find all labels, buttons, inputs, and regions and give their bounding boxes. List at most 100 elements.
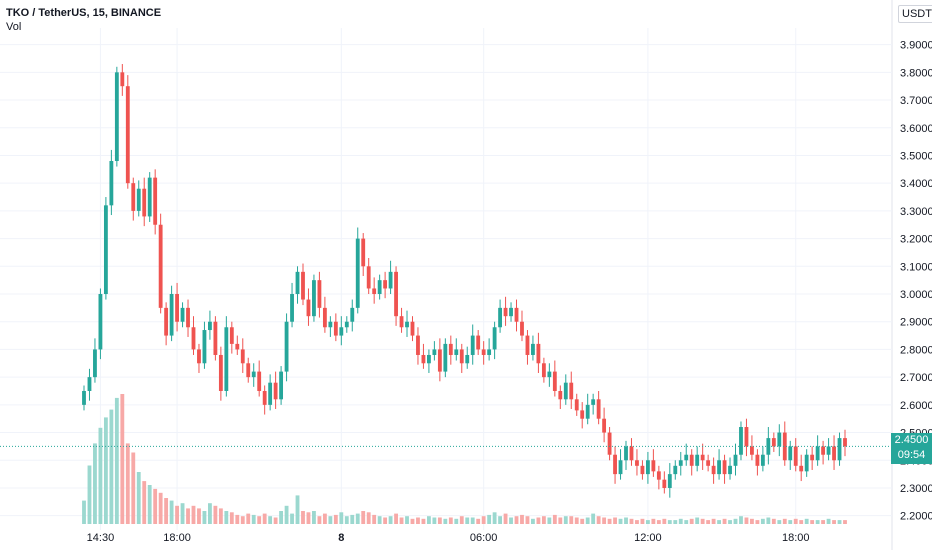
volume-bar: [399, 517, 404, 524]
volume-bar: [268, 516, 273, 524]
volume-bar: [700, 518, 705, 524]
volume-bar: [103, 417, 108, 524]
volume-bar: [832, 520, 836, 524]
candle-body: [492, 327, 497, 350]
candle-body: [344, 321, 349, 328]
candle-body: [470, 335, 475, 355]
price-tick-label: 3.5000: [900, 150, 932, 162]
volume-bar: [366, 512, 371, 524]
candle-body: [569, 382, 574, 400]
candle-body: [366, 266, 371, 289]
volume-bar: [147, 485, 152, 524]
candle-body: [437, 349, 442, 372]
volume-bar: [246, 513, 251, 524]
price-tick-label: 3.2000: [900, 234, 932, 246]
candle-body: [208, 321, 212, 331]
candle-body: [541, 363, 546, 378]
volume-bar: [788, 520, 793, 524]
price-tick-label: 2.7000: [900, 372, 932, 384]
candle-body: [509, 307, 513, 317]
volume-bar: [728, 520, 732, 524]
candle-body: [684, 454, 689, 461]
volume-bar: [492, 512, 497, 524]
currency-unit-label[interactable]: USDT: [898, 5, 932, 23]
price-tick-label: 3.1000: [900, 261, 932, 273]
candle-body: [443, 343, 448, 372]
candle-body: [416, 335, 420, 355]
volume-bar: [541, 516, 546, 524]
candlesticks: [82, 64, 847, 498]
volume-bar: [350, 514, 355, 524]
volume-bar: [279, 511, 284, 524]
volume-bar: [826, 518, 831, 524]
price-tick-label: 3.6000: [900, 123, 932, 135]
volume-bar: [235, 514, 240, 524]
candle-body: [552, 371, 557, 391]
volume-bar: [596, 516, 601, 524]
candle-body: [191, 327, 196, 350]
candle-body: [585, 404, 590, 419]
volume-bar: [317, 516, 322, 524]
candle-body: [218, 354, 223, 391]
volume-bar: [372, 514, 377, 524]
candle-body: [744, 427, 749, 447]
volume-bar: [602, 517, 607, 524]
candle-body: [793, 446, 798, 466]
volume-bar: [82, 500, 86, 524]
volume-bar: [804, 518, 809, 524]
volume-bar: [618, 518, 623, 524]
candle-body: [635, 460, 639, 466]
volume-bar: [251, 514, 256, 524]
volume-bar: [169, 500, 174, 524]
volume-bar: [470, 517, 475, 524]
candle-body: [153, 177, 158, 225]
candle-body: [454, 349, 459, 355]
volume-bar: [339, 512, 344, 524]
candle-body: [706, 460, 711, 466]
volume-bar: [684, 520, 689, 524]
volume-bar: [229, 512, 234, 524]
volume-bar: [739, 516, 743, 524]
candle-body: [678, 460, 683, 466]
time-tick-label: 8: [338, 532, 344, 544]
time-tick-label: 14:30: [87, 532, 115, 544]
candle-body: [804, 454, 809, 472]
volume-bar: [328, 516, 333, 524]
candle-body: [459, 349, 464, 364]
volume-bar: [843, 520, 847, 524]
candle-body: [574, 399, 579, 411]
candle-body: [788, 446, 793, 461]
time-tick-label: 06:00: [470, 532, 498, 544]
candle-body: [426, 354, 431, 364]
volume-bar: [760, 518, 765, 524]
price-tick-label: 2.6000: [900, 400, 932, 412]
candle-body: [93, 349, 97, 378]
volume-bar: [552, 514, 557, 524]
price-tick-label: 3.9000: [900, 40, 932, 52]
time-tick-label: 18:00: [782, 532, 810, 544]
volume-bar: [322, 513, 327, 524]
volume-bar: [333, 514, 338, 524]
time-tick-label: 12:00: [634, 532, 662, 544]
volume-bar: [125, 443, 130, 524]
candle-body: [673, 465, 678, 475]
volume-bar: [312, 511, 316, 524]
volume-bar: [218, 508, 223, 524]
volume-bar: [394, 513, 398, 524]
volume-bar: [388, 516, 393, 524]
candle-body: [739, 427, 743, 455]
price-tick-label: 2.8000: [900, 344, 932, 356]
volume-bar: [782, 518, 787, 524]
volume-bar: [717, 520, 721, 524]
volume-bar: [799, 520, 804, 524]
candle-body: [596, 399, 601, 419]
candle-body: [169, 294, 174, 336]
candle-body: [476, 335, 481, 350]
candle-body: [717, 460, 721, 475]
price-tick-label: 3.8000: [900, 67, 932, 79]
candle-body: [558, 390, 563, 400]
candle-body: [339, 327, 344, 336]
volume-bar: [114, 397, 119, 524]
volume-bar: [191, 505, 196, 524]
